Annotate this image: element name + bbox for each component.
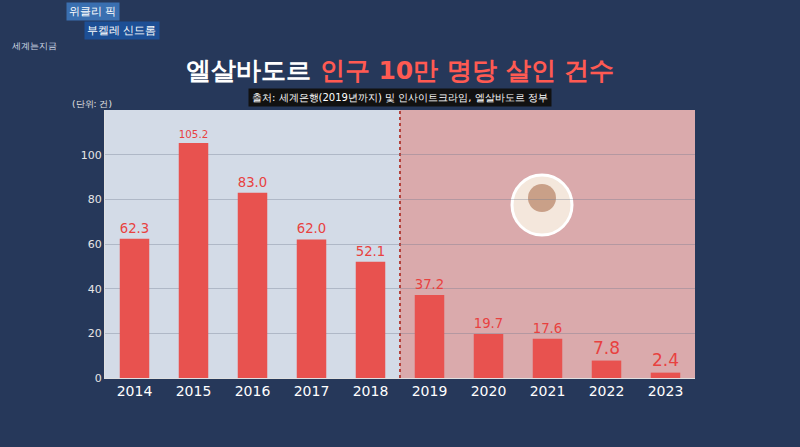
svg-text:2023: 2023 bbox=[648, 383, 684, 399]
svg-text:40: 40 bbox=[88, 283, 102, 296]
svg-text:80: 80 bbox=[88, 193, 102, 206]
svg-text:60: 60 bbox=[88, 238, 102, 251]
svg-text:2019: 2019 bbox=[412, 383, 448, 399]
svg-text:2018: 2018 bbox=[353, 383, 389, 399]
svg-text:2017: 2017 bbox=[294, 383, 330, 399]
svg-text:2022: 2022 bbox=[589, 383, 625, 399]
svg-text:37.2: 37.2 bbox=[415, 277, 444, 292]
svg-text:2.4: 2.4 bbox=[652, 350, 679, 370]
svg-text:0: 0 bbox=[95, 372, 102, 385]
svg-text:부켈레 신드롬: 부켈레 신드롬 bbox=[87, 24, 157, 37]
svg-text:7.8: 7.8 bbox=[593, 338, 620, 358]
svg-text:세계는지금: 세계는지금 bbox=[12, 41, 57, 51]
svg-text:20: 20 bbox=[88, 327, 102, 340]
svg-text:100: 100 bbox=[81, 149, 102, 162]
svg-text:위클리 픽: 위클리 픽 bbox=[69, 5, 117, 18]
svg-text:(단위: 건): (단위: 건) bbox=[72, 99, 112, 109]
svg-text:52.1: 52.1 bbox=[356, 244, 385, 259]
svg-text:2020: 2020 bbox=[471, 383, 507, 399]
svg-text:2015: 2015 bbox=[176, 383, 212, 399]
svg-text:2014: 2014 bbox=[117, 383, 153, 399]
svg-text:17.6: 17.6 bbox=[533, 321, 562, 336]
svg-text:엘살바도르 인구 10만 명당 살인 건수: 엘살바도르 인구 10만 명당 살인 건수 bbox=[186, 56, 614, 85]
svg-text:2016: 2016 bbox=[235, 383, 271, 399]
svg-text:2021: 2021 bbox=[530, 383, 566, 399]
svg-text:62.0: 62.0 bbox=[297, 221, 326, 236]
svg-text:62.3: 62.3 bbox=[120, 221, 149, 236]
svg-text:83.0: 83.0 bbox=[238, 175, 267, 190]
svg-text:19.7: 19.7 bbox=[474, 316, 503, 331]
svg-text:105.2: 105.2 bbox=[179, 128, 208, 140]
svg-text:출처: 세계은행(2019년까지) 및 인사이트크라임, 엘: 출처: 세계은행(2019년까지) 및 인사이트크라임, 엘살바도르 정부 bbox=[252, 92, 548, 103]
